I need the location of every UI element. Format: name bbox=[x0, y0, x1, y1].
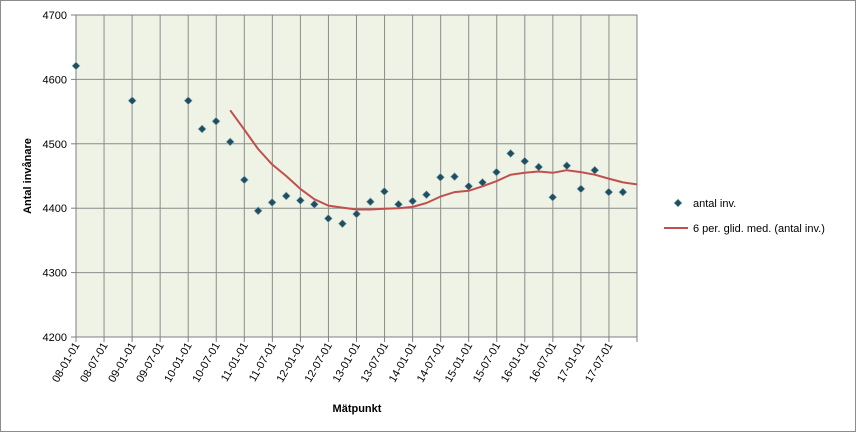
data-point-0-21 bbox=[450, 172, 459, 182]
data-point-0-24 bbox=[492, 167, 501, 177]
series-layer bbox=[71, 61, 638, 229]
data-point-0-6 bbox=[239, 175, 249, 185]
data-point-0-28 bbox=[548, 192, 558, 202]
data-point-0-18 bbox=[408, 196, 418, 206]
legend-label-line: 6 per. glid. med. (antal inv.) bbox=[693, 223, 825, 235]
data-point-0-0 bbox=[71, 61, 81, 71]
data-point-0-33 bbox=[618, 187, 628, 197]
x-axis-title: Mätpunkt bbox=[333, 403, 382, 415]
gridlines bbox=[75, 14, 638, 338]
y-tick-label: 4300 bbox=[43, 268, 67, 280]
moving-average-line bbox=[229, 109, 638, 211]
y-axis-title: Antal invånare bbox=[22, 138, 34, 214]
y-axis: 4200 4300 4400 4500 4600 4700 bbox=[43, 10, 76, 344]
y-tick-label: 4200 bbox=[43, 332, 67, 344]
y-tick-label: 4500 bbox=[43, 139, 67, 151]
legend-marker-scatter bbox=[673, 198, 683, 208]
data-point-0-2 bbox=[183, 96, 193, 106]
data-point-0-8 bbox=[267, 197, 277, 207]
data-point-0-5 bbox=[225, 137, 235, 147]
data-point-0-10 bbox=[295, 196, 305, 205]
y-tick-label: 4400 bbox=[43, 203, 67, 215]
data-point-0-15 bbox=[365, 197, 375, 207]
data-point-0-11 bbox=[309, 199, 319, 209]
data-point-0-12 bbox=[323, 214, 333, 223]
data-point-0-1 bbox=[127, 96, 137, 106]
data-point-0-9 bbox=[281, 191, 291, 201]
data-point-0-30 bbox=[576, 184, 586, 194]
data-point-0-26 bbox=[520, 156, 530, 166]
legend-label-scatter: antal inv. bbox=[693, 198, 736, 210]
data-point-0-4 bbox=[211, 116, 221, 126]
data-point-0-32 bbox=[604, 187, 614, 197]
data-point-0-16 bbox=[379, 187, 389, 196]
y-tick-label: 4700 bbox=[43, 10, 67, 22]
data-point-0-13 bbox=[338, 219, 347, 229]
data-point-0-19 bbox=[422, 190, 431, 200]
data-point-0-3 bbox=[197, 124, 207, 134]
data-point-0-7 bbox=[253, 206, 263, 216]
data-point-0-25 bbox=[506, 149, 516, 158]
data-point-0-20 bbox=[436, 172, 445, 182]
y-tick-label: 4600 bbox=[43, 74, 67, 86]
data-point-0-14 bbox=[352, 209, 362, 219]
legend: antal inv. 6 per. glid. med. (antal inv.… bbox=[664, 198, 825, 235]
